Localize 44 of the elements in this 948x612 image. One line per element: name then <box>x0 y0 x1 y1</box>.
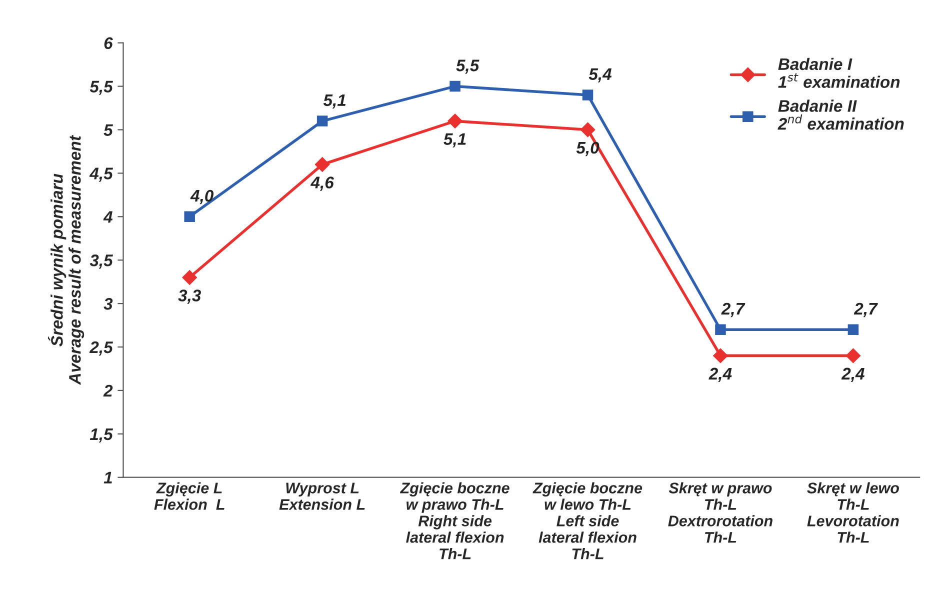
y-tick-label: 4,5 <box>89 168 114 182</box>
point <box>582 90 594 100</box>
point <box>580 122 596 138</box>
legend-label: Badanie II 2$^{nd}$ examination <box>778 100 904 130</box>
y-tick-label: 1,5 <box>90 428 114 443</box>
y-tick-label: 6 <box>104 37 113 50</box>
point <box>314 157 330 172</box>
x-tick-label: Skręt w lewo Th-L Levorotation Th-L <box>807 482 899 543</box>
legend-label: Badanie I 1$^{st}$ examination <box>778 58 900 88</box>
x-tick-label: Zgięcie boczne w lewo Th-L Left side lateral flexion Th-L <box>532 482 642 560</box>
x-tick-label: Zgięcie boczne w prawo Th-L Right side lateral flexion Th-L <box>400 482 510 560</box>
y-tick-label: 3 <box>104 298 113 310</box>
x-tick-label: Wyprost L Extension L <box>279 482 365 510</box>
y-tick-label: 1 <box>104 472 112 484</box>
y-axis-title: Średni wynik pomiaru Average result of measurement <box>48 134 84 386</box>
data-label: 5,1 <box>444 133 466 148</box>
y-tick-label: 3,5 <box>90 254 114 269</box>
y-tick-label: 2,5 <box>89 341 114 356</box>
data-label: 4,6 <box>310 176 334 191</box>
y-tick-label: 2 <box>103 384 113 396</box>
x-tick-label: Skręt w prawo Th-L Dextrorotation Th-L <box>668 482 772 543</box>
point <box>450 80 460 92</box>
data-label: 3,3 <box>178 290 201 304</box>
data-label: 4,0 <box>190 190 214 204</box>
data-label: 2,7 <box>721 302 746 318</box>
point <box>713 348 728 364</box>
point <box>316 116 328 126</box>
data-label: 5,1 <box>323 94 346 108</box>
point <box>448 114 462 128</box>
data-label: 2,7 <box>854 302 878 318</box>
y-tick-label: 5 <box>104 124 114 136</box>
x-tick-label: Zgięcie L Flexion L <box>154 482 224 510</box>
data-label: 5,4 <box>588 68 612 82</box>
data-label: 5,5 <box>456 60 480 74</box>
point <box>715 324 726 336</box>
point <box>846 348 861 364</box>
point <box>848 324 859 336</box>
point <box>184 211 195 222</box>
y-tick-label: 5,5 <box>90 80 114 95</box>
data-label: 5,0 <box>576 142 600 156</box>
data-label: 2,4 <box>708 368 732 382</box>
y-tick-label: 4 <box>103 211 113 223</box>
data-label: 2,4 <box>841 368 864 382</box>
point <box>182 270 197 285</box>
